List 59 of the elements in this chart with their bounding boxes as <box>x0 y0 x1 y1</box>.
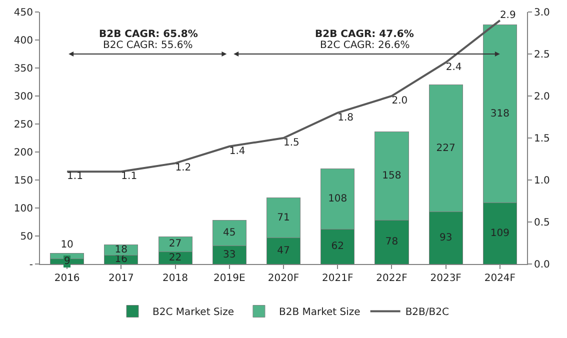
x-tick-label: 2021F <box>322 273 354 284</box>
data-label: 1.8 <box>338 112 354 124</box>
data-label: 22 <box>168 252 182 264</box>
data-label: 10 <box>60 239 74 250</box>
x-tick-label: 2018 <box>162 273 188 284</box>
y-tick-label: 400 <box>14 36 33 46</box>
data-label: 78 <box>385 236 398 248</box>
data-label: 27 <box>168 238 182 250</box>
y2-tick-label: 0.0 <box>534 260 550 270</box>
x-tick-label: 2019E <box>214 273 246 284</box>
data-label: 45 <box>223 227 236 238</box>
y2-tick-label: 1.0 <box>534 176 550 186</box>
y-tick-label: 450 <box>14 8 33 18</box>
data-label: 1.1 <box>67 171 83 182</box>
x-tick-label: 2017 <box>108 273 134 284</box>
data-label: 1.2 <box>175 162 192 174</box>
x-tick-label: 2024F <box>484 273 516 284</box>
data-label: 2.9 <box>500 10 516 21</box>
y-tick-label: 300 <box>14 92 33 102</box>
x-tick-label: 2023F <box>430 273 462 284</box>
y2-tick-label: 0.5 <box>534 218 550 228</box>
data-label: 47 <box>277 245 290 256</box>
y2-tick-label: 2.5 <box>534 50 550 60</box>
annotation: B2C CAGR: 55.6% <box>103 40 193 51</box>
data-label: 9 <box>64 256 70 267</box>
data-label: 227 <box>436 142 456 154</box>
x-tick-label: 2016 <box>54 273 80 284</box>
data-label: 2.4 <box>446 62 462 73</box>
annotation: B2B CAGR: 47.6% <box>315 29 414 40</box>
y-tick-label: - <box>29 260 34 270</box>
x-tick-label: 2022F <box>376 273 408 284</box>
data-label: 33 <box>223 249 236 260</box>
data-label: 1.4 <box>229 146 246 157</box>
legend-label: B2B Market Size <box>278 307 360 318</box>
annotation: B2C CAGR: 26.6% <box>320 40 410 51</box>
data-label: 71 <box>277 212 290 224</box>
y-tick-label: 100 <box>14 204 33 214</box>
annotation: B2B CAGR: 65.8% <box>99 29 198 40</box>
y-tick-label: 200 <box>14 148 33 158</box>
y-tick-label: 250 <box>14 120 33 130</box>
data-label: 93 <box>439 232 452 244</box>
data-label: 158 <box>382 170 402 182</box>
y2-tick-label: 3.0 <box>534 8 550 18</box>
x-tick-label: 2020F <box>268 273 300 284</box>
data-label: 109 <box>490 228 510 239</box>
y-tick-label: 50 <box>20 232 33 242</box>
legend-label: B2B/B2C <box>405 307 449 318</box>
y-tick-label: 350 <box>14 64 33 74</box>
data-label: 1.5 <box>284 138 300 148</box>
data-label: 1.1 <box>121 171 138 182</box>
legend-label: B2C Market Size <box>152 307 234 318</box>
data-label: 108 <box>328 194 348 205</box>
data-label: 62 <box>331 241 344 252</box>
data-label: 2.0 <box>392 96 408 106</box>
y2-tick-label: 1.5 <box>534 134 550 144</box>
y2-tick-label: 2.0 <box>534 92 550 102</box>
data-label: 318 <box>490 108 510 120</box>
y-tick-label: 150 <box>14 176 33 186</box>
data-label: 18 <box>114 244 128 256</box>
